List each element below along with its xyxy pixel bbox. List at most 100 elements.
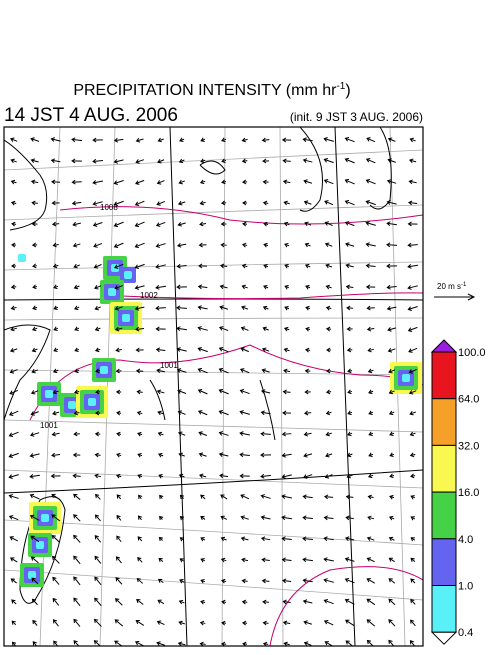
- wind-arrow: [366, 137, 376, 143]
- wind-arrow: [302, 158, 313, 163]
- wind-arrow: [74, 347, 80, 353]
- wind-arrow: [261, 368, 270, 373]
- wind-arrow: [29, 514, 40, 521]
- wind-arrow: [10, 179, 17, 185]
- title-close: ): [345, 82, 350, 99]
- wind-arrow: [346, 347, 353, 353]
- rain-cell: [28, 571, 36, 579]
- wind-arrow: [388, 557, 395, 563]
- major-lines: [4, 127, 423, 646]
- colorbar-label: 32.0: [458, 440, 479, 452]
- wind-arrow: [303, 410, 312, 416]
- wind-arrow: [179, 516, 185, 521]
- wind-arrow: [365, 178, 376, 185]
- wind-arrow: [114, 285, 124, 290]
- wind-arrow: [239, 389, 250, 395]
- wind-arrow: [73, 493, 81, 501]
- wind-arrow: [305, 305, 311, 311]
- wind-arrow: [387, 348, 396, 353]
- wind-arrow: [218, 431, 229, 436]
- wind-arrow: [178, 452, 185, 458]
- rain-cell: [41, 514, 49, 522]
- wind-arrow: [51, 221, 60, 227]
- wind-arrow: [389, 452, 395, 458]
- wind-arrow: [179, 537, 185, 542]
- wind-arrow: [198, 242, 207, 248]
- wind-arrow: [241, 305, 249, 311]
- wind-arrow: [281, 557, 292, 563]
- wind-arrow: [30, 137, 40, 142]
- wind-arrow: [261, 137, 270, 143]
- wind-arrow: [51, 200, 60, 206]
- wind-arrow: [323, 536, 334, 542]
- wind-arrow: [113, 221, 124, 228]
- wind-arrow: [93, 640, 101, 646]
- wind-arrow: [281, 452, 292, 458]
- wind-arrow: [219, 305, 229, 310]
- contour-label: 1001: [40, 421, 58, 430]
- wind-arrow: [179, 579, 185, 584]
- wind-arrow: [73, 640, 80, 646]
- wind-arrow: [176, 347, 187, 352]
- wind-arrow: [260, 515, 271, 520]
- wind-arrow: [8, 431, 19, 438]
- wind-arrow: [261, 578, 270, 584]
- wind-arrow: [344, 221, 355, 227]
- contour-label: 1002: [140, 291, 158, 300]
- colorbar: 100.0 64.0 32.0 16.0 4.0 1.0 0.4: [430, 339, 486, 645]
- wind-arrow: [282, 389, 291, 395]
- wind-arrow: [345, 619, 355, 627]
- title-exponent: -1: [336, 81, 345, 92]
- wind-arrow: [407, 326, 418, 332]
- wind-arrow: [197, 284, 208, 290]
- wind-arrow: [198, 431, 208, 436]
- wind-arrow: [409, 452, 416, 458]
- rain-cell: [88, 398, 96, 406]
- wind-arrow: [94, 597, 102, 607]
- wind-arrow: [52, 368, 59, 374]
- wind-arrow: [30, 535, 40, 543]
- wind-arrow: [260, 431, 271, 437]
- colorbar-segment: [431, 538, 457, 586]
- contour-label: 1008: [100, 203, 118, 212]
- wind-arrow: [197, 326, 208, 331]
- wind-arrow: [73, 263, 81, 269]
- precipitation: [18, 254, 422, 587]
- wind-arrow: [283, 641, 290, 646]
- wind-arrow: [241, 284, 248, 290]
- wind-arrow: [284, 305, 290, 311]
- wind-arrow: [73, 576, 81, 586]
- wind-arrow: [365, 199, 376, 206]
- wind-arrow: [9, 389, 19, 395]
- wind-arrow: [409, 431, 416, 437]
- title: PRECIPITATION INTENSITY (mm hr-1): [73, 81, 350, 99]
- reference-text: 20 m s: [437, 282, 461, 291]
- wind-arrow: [241, 242, 248, 248]
- wind-arrow: [158, 474, 164, 479]
- wind-arrow: [305, 326, 311, 332]
- wind-arrow: [326, 326, 332, 332]
- wind-arrow: [365, 263, 376, 269]
- wind-arrow: [344, 557, 355, 562]
- wind-arrow: [284, 264, 290, 269]
- wind-arrow: [242, 620, 248, 626]
- wind-arrow: [410, 516, 416, 521]
- wind-arrow: [407, 306, 418, 311]
- wind-arrow: [389, 473, 395, 479]
- wind-arrow: [114, 326, 123, 332]
- wind-arrow: [325, 305, 332, 311]
- wind-arrow: [408, 200, 418, 206]
- reference-arrow: [434, 293, 476, 301]
- wind-arrow: [367, 515, 375, 521]
- wind-arrow: [281, 474, 292, 479]
- wind-arrow: [409, 640, 416, 646]
- rain-cell: [124, 271, 132, 279]
- wind-arrow: [155, 243, 166, 248]
- wind-arrow: [138, 494, 143, 499]
- wind-arrow: [388, 515, 395, 521]
- wind-arrow: [50, 158, 61, 164]
- colorbar-segment: [431, 351, 457, 400]
- wind-arrow: [344, 136, 355, 143]
- wind-arrow: [241, 158, 248, 164]
